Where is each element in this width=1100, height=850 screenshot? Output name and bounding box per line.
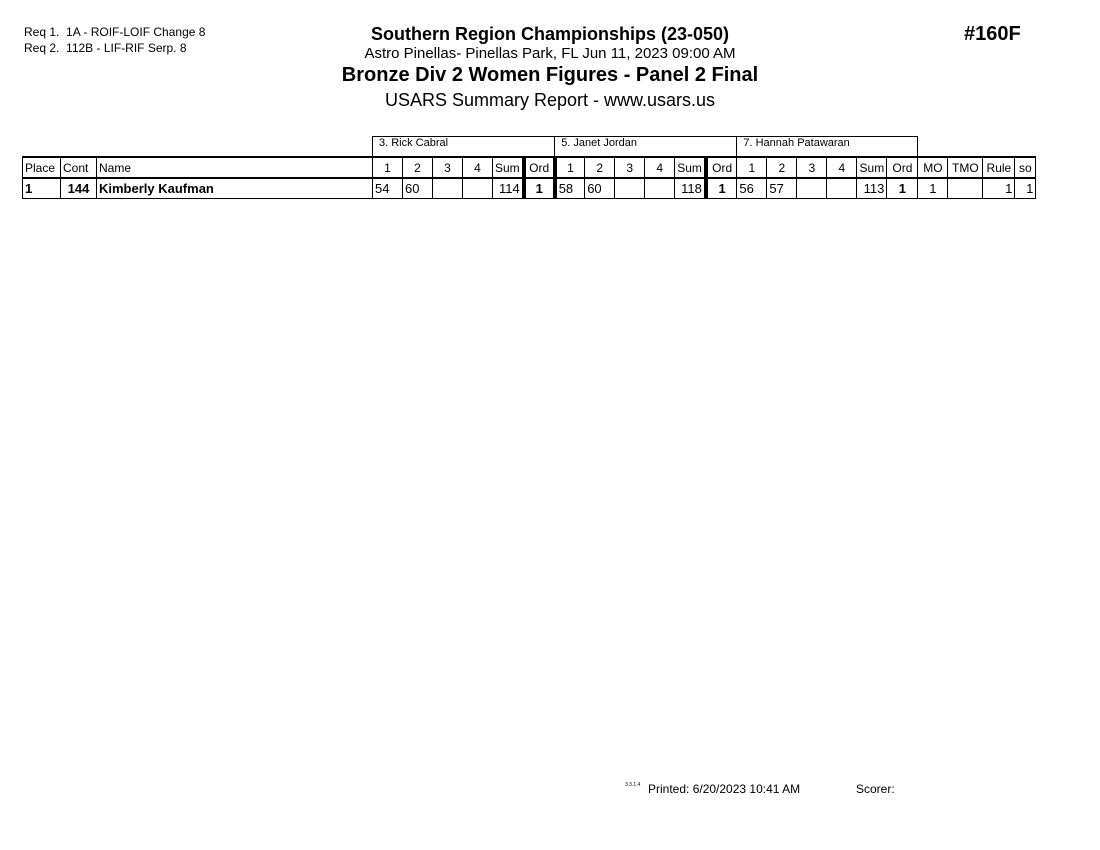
- col-rule: Rule: [982, 156, 1016, 179]
- col-j3-2: 2: [766, 156, 798, 179]
- so-cell: 1: [1014, 177, 1037, 199]
- requirement-2: Req 2. 112B - LIF-RIF Serp. 8: [24, 41, 187, 55]
- col-j2-2: 2: [584, 156, 616, 179]
- col-name: Name: [96, 156, 373, 179]
- requirement-1: Req 1. 1A - ROIF-LOIF Change 8: [24, 25, 205, 39]
- scorer-label: Scorer:: [856, 782, 895, 796]
- place-cell: 1: [22, 177, 61, 199]
- col-j1-3: 3: [432, 156, 463, 179]
- col-j2-1: 1: [552, 156, 586, 179]
- col-mo: MO: [917, 156, 949, 179]
- name-cell: Kimberly Kaufman: [96, 177, 373, 199]
- col-j1-ord: Ord: [521, 156, 556, 179]
- sum-cell: 113: [856, 177, 888, 199]
- report-subtitle: USARS Summary Report - www.usars.us: [384, 90, 716, 110]
- req-text: 1A - ROIF-LOIF Change 8: [66, 25, 206, 39]
- col-j1-1: 1: [372, 156, 403, 179]
- score-cell: 58: [552, 177, 586, 199]
- event-title: Bronze Div 2 Women Figures - Panel 2 Fin…: [341, 64, 759, 86]
- judge-header-row: 3. Rick Cabral 5. Janet Jordan 7. Hannah…: [23, 136, 1036, 158]
- score-cell: [796, 177, 828, 199]
- judge-name: 5. Janet Jordan: [554, 136, 738, 158]
- col-j2-ord: Ord: [703, 156, 738, 179]
- ord-cell: 1: [703, 177, 738, 199]
- ord-cell: 1: [886, 177, 919, 199]
- cont-cell: 144: [60, 177, 97, 199]
- score-cell: [614, 177, 646, 199]
- score-cell: 60: [402, 177, 433, 199]
- col-j3-4: 4: [826, 156, 858, 179]
- score-cell: 54: [372, 177, 403, 199]
- column-header-row: Place Cont Name 1 2 3 4 Sum Ord 1 2 3 4 …: [22, 156, 1037, 179]
- printed-timestamp: Printed: 6/20/2023 10:41 AM: [648, 782, 801, 796]
- col-j2-sum: Sum: [674, 156, 707, 179]
- results-table: 3. Rick Cabral 5. Janet Jordan 7. Hannah…: [22, 136, 1037, 199]
- col-j3-sum: Sum: [856, 156, 888, 179]
- sum-cell: 118: [674, 177, 707, 199]
- score-cell: 60: [584, 177, 616, 199]
- req-text: 112B - LIF-RIF Serp. 8: [66, 41, 187, 55]
- col-j1-2: 2: [402, 156, 433, 179]
- ord-cell: 1: [521, 177, 556, 199]
- col-j3-ord: Ord: [886, 156, 919, 179]
- req-label: Req 1.: [24, 25, 60, 39]
- score-cell: [462, 177, 493, 199]
- col-j3-1: 1: [736, 156, 768, 179]
- col-cont: Cont: [60, 156, 97, 179]
- rule-cell: 1: [982, 177, 1016, 199]
- tmo-cell: [947, 177, 984, 199]
- col-place: Place: [22, 156, 61, 179]
- venue-line: Astro Pinellas- Pinellas Park, FL Jun 11…: [364, 45, 736, 62]
- score-cell: 57: [766, 177, 798, 199]
- mo-cell: 1: [917, 177, 949, 199]
- col-j2-3: 3: [614, 156, 646, 179]
- score-cell: [826, 177, 858, 199]
- score-cell: 56: [736, 177, 768, 199]
- score-cell: [644, 177, 676, 199]
- col-j1-4: 4: [462, 156, 493, 179]
- judge-name: 3. Rick Cabral: [371, 136, 556, 158]
- version-label: 3.3.1.4: [625, 782, 641, 788]
- col-j2-4: 4: [644, 156, 676, 179]
- col-j1-sum: Sum: [491, 156, 525, 179]
- req-label: Req 2.: [24, 41, 60, 55]
- sum-cell: 114: [491, 177, 525, 199]
- report-title: Southern Region Championships (23-050): [370, 24, 730, 44]
- table-row: 1 144 Kimberly Kaufman 54 60 114 1 58 60…: [22, 177, 1037, 199]
- event-number: #160F: [964, 23, 1021, 45]
- score-cell: [432, 177, 463, 199]
- judge-name: 7. Hannah Patawaran: [736, 136, 919, 158]
- col-tmo: TMO: [947, 156, 984, 179]
- col-so: so: [1014, 156, 1037, 179]
- col-j3-3: 3: [796, 156, 828, 179]
